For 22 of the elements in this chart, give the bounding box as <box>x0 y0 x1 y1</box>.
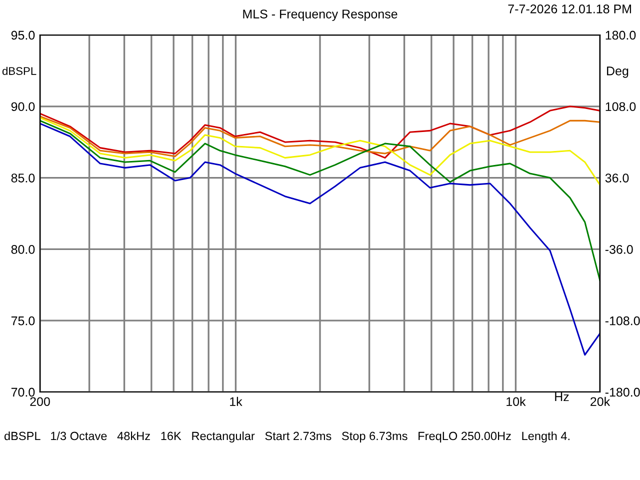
y-tick-label: 90.0 <box>11 102 35 112</box>
y-tick-label: 85.0 <box>11 174 35 182</box>
y2-tick-label: 36.0 <box>605 174 629 182</box>
y2-axis-title: Deg <box>607 66 628 78</box>
y-tick-label: 75.0 <box>11 316 35 326</box>
y-tick-label: 95.0 <box>11 30 35 40</box>
y2-tick-label: 108.0 <box>606 102 636 112</box>
y2-tick-label: -108.0 <box>605 316 640 326</box>
x-tick-label: 10k <box>506 396 526 406</box>
y2-tick-label: -180.0 <box>605 388 640 397</box>
text: 7-7-2026 12.01.18 PM <box>508 4 631 14</box>
chart-title: MLS - Frequency Response <box>243 10 398 21</box>
text: dBSPL 1/3 Octave 48kHz 16K Rectangular Start 2.73ms Stop 6.73ms FreqLO 250.00Hz Length 4. <box>4 431 570 443</box>
y2-tick-label: 180.0 <box>606 30 636 40</box>
x-tick-label: 1k <box>230 396 242 406</box>
y-tick-label: 80.0 <box>11 245 35 254</box>
x-tick-label: 20k <box>590 396 610 406</box>
x-axis-title: Hz <box>555 392 569 402</box>
y2-tick-label: -36.0 <box>605 245 633 254</box>
y-tick-label: 70.0 <box>11 388 35 397</box>
y-axis-title: dBSPL <box>2 66 36 75</box>
x-tick-label: 200 <box>30 397 50 406</box>
